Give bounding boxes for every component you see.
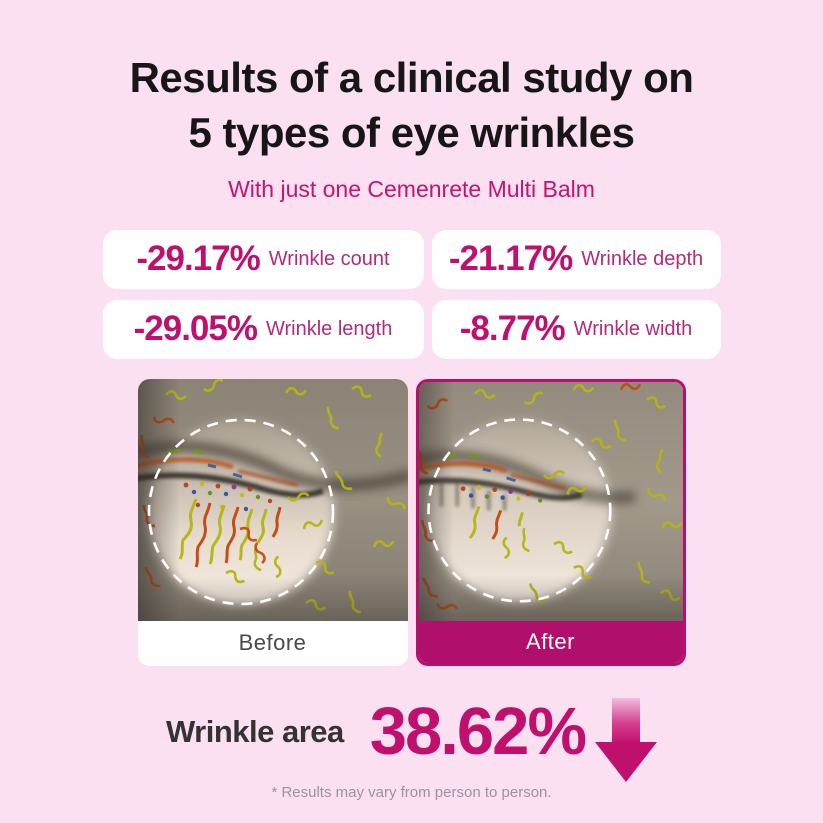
stat-label: Wrinkle depth bbox=[581, 247, 704, 270]
after-photo bbox=[418, 381, 683, 621]
after-panel: After bbox=[415, 378, 686, 666]
stat-value: -29.17% bbox=[136, 239, 260, 279]
after-dashed-circle bbox=[426, 418, 612, 603]
stat-card-wrinkle-depth: -21.17% Wrinkle depth bbox=[431, 229, 721, 289]
before-photo bbox=[137, 378, 408, 621]
before-panel: Before bbox=[137, 378, 408, 666]
stat-card-wrinkle-width: -8.77% Wrinkle width bbox=[431, 299, 721, 359]
stat-value: -29.05% bbox=[133, 309, 258, 349]
stat-label: Wrinkle count bbox=[268, 247, 390, 270]
result-value: 38.62% bbox=[369, 694, 587, 770]
before-dashed-circle bbox=[147, 418, 334, 606]
after-wrinkle-map-image bbox=[418, 381, 683, 621]
stat-label: Wrinkle width bbox=[573, 317, 693, 340]
stat-card-wrinkle-count: -29.17% Wrinkle count bbox=[102, 229, 424, 289]
stat-label: Wrinkle length bbox=[266, 317, 393, 340]
down-arrow-icon bbox=[595, 697, 658, 782]
title-line-1: Results of a clinical study on bbox=[129, 54, 694, 101]
page-title: Results of a clinical study on 5 types o… bbox=[0, 50, 823, 161]
result-row: Wrinkle area 38.62% bbox=[0, 690, 823, 782]
after-label-bar: After bbox=[418, 620, 683, 663]
title-line-2: 5 types of eye wrinkles bbox=[188, 109, 635, 157]
before-after-comparison: Before bbox=[137, 378, 686, 666]
result-label: Wrinkle area bbox=[165, 713, 344, 749]
stat-value: -21.17% bbox=[448, 239, 573, 279]
before-label-bar: Before bbox=[137, 620, 408, 666]
after-under-eye-wrinkles bbox=[468, 505, 524, 540]
before-under-eye-wrinkles bbox=[178, 498, 281, 568]
stats-grid: -29.17% Wrinkle count -21.17% Wrinkle de… bbox=[102, 229, 721, 359]
stat-card-wrinkle-length: -29.05% Wrinkle length bbox=[102, 299, 424, 359]
after-lash-detection-dots bbox=[460, 485, 542, 503]
stat-value: -8.77% bbox=[459, 309, 566, 349]
subtitle: With just one Cemenrete Multi Balm bbox=[228, 175, 595, 202]
footnote: * Results may vary from person to person… bbox=[271, 783, 552, 801]
before-lash-detection-dots bbox=[183, 481, 272, 512]
before-wrinkle-map-image bbox=[137, 378, 408, 621]
